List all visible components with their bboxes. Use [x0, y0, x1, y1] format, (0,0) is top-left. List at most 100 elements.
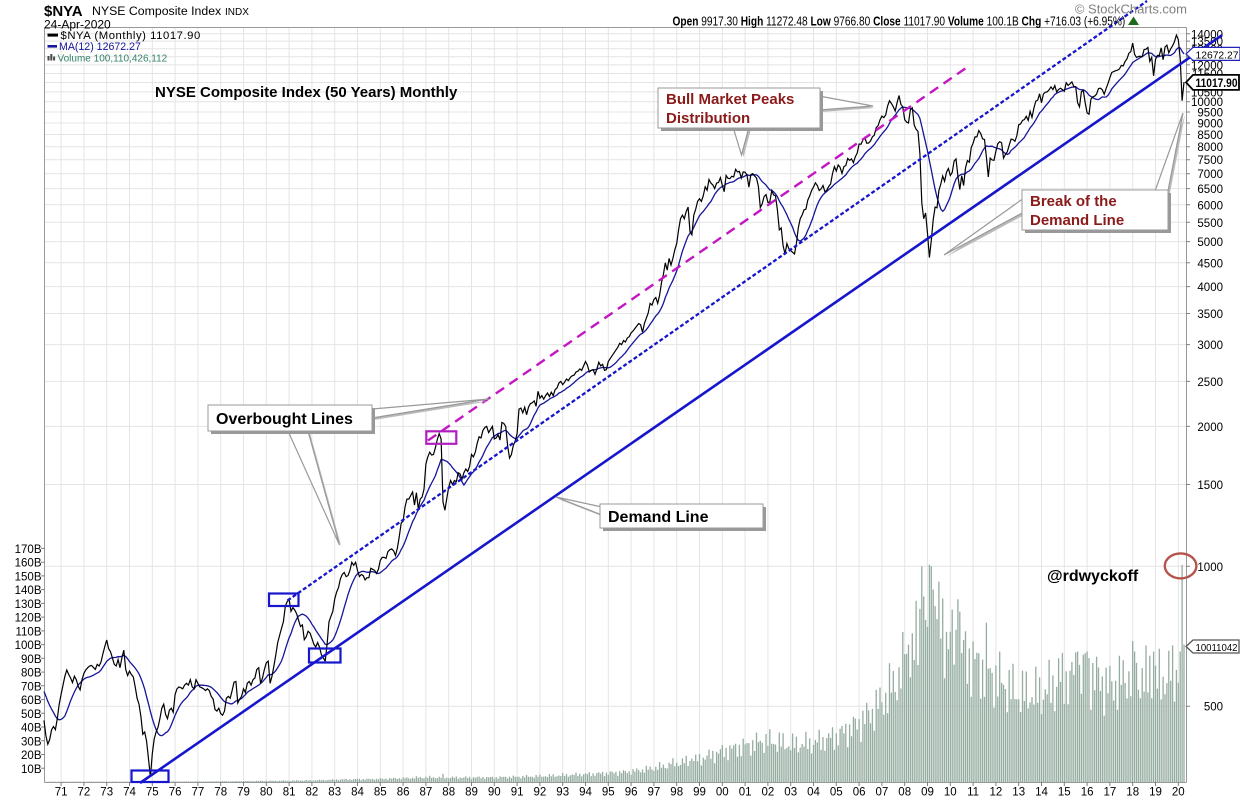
svg-text:60B: 60B [21, 695, 42, 707]
svg-text:Demand Line: Demand Line [608, 509, 709, 526]
svg-text:4000: 4000 [1197, 282, 1223, 294]
svg-text:5000: 5000 [1197, 237, 1223, 249]
svg-text:100B: 100B [15, 640, 42, 652]
svg-text:Demand Line: Demand Line [1030, 212, 1124, 229]
svg-text:1000: 1000 [1197, 562, 1223, 574]
svg-text:95: 95 [602, 787, 615, 799]
svg-text:11017.90: 11017.90 [1196, 78, 1238, 90]
svg-text:8500: 8500 [1197, 130, 1223, 142]
svg-text:10B: 10B [21, 764, 42, 776]
svg-text:40B: 40B [21, 723, 42, 735]
svg-text:13: 13 [1012, 787, 1025, 799]
svg-text:12672.27: 12672.27 [1196, 49, 1239, 61]
svg-text:00: 00 [716, 787, 729, 799]
svg-text:12000: 12000 [1191, 60, 1223, 72]
svg-text:Distribution: Distribution [666, 110, 750, 127]
svg-text:20B: 20B [21, 750, 42, 762]
svg-text:73: 73 [100, 787, 113, 799]
svg-text:MA(12) 12672.27: MA(12) 12672.27 [59, 41, 141, 53]
svg-text:11: 11 [967, 787, 979, 799]
svg-text:97: 97 [648, 787, 661, 799]
svg-text:Volume 100,110,426,112: Volume 100,110,426,112 [58, 54, 168, 65]
svg-text:30B: 30B [21, 736, 42, 748]
svg-text:9500: 9500 [1197, 108, 1223, 120]
svg-text:14000: 14000 [1191, 29, 1223, 41]
svg-text:7000: 7000 [1197, 169, 1223, 181]
svg-text:20: 20 [1172, 787, 1185, 799]
svg-text:98: 98 [670, 787, 683, 799]
svg-text:72: 72 [78, 787, 91, 799]
svg-text:78: 78 [214, 787, 227, 799]
svg-text:10011042: 10011042 [1196, 642, 1238, 654]
svg-text:70B: 70B [21, 681, 42, 693]
svg-text:90: 90 [488, 787, 501, 799]
svg-text:85: 85 [374, 787, 387, 799]
svg-text:50B: 50B [21, 709, 42, 721]
svg-text:$NYA: $NYA [44, 3, 83, 20]
svg-text:09: 09 [921, 787, 934, 799]
svg-text:© StockCharts.com: © StockCharts.com [1075, 2, 1187, 17]
svg-text:14: 14 [1035, 787, 1048, 799]
svg-text:1500: 1500 [1197, 480, 1223, 492]
svg-text:82: 82 [306, 787, 319, 799]
svg-text:Overbought Lines: Overbought Lines [216, 411, 353, 428]
svg-text:80: 80 [260, 787, 273, 799]
svg-text:93: 93 [556, 787, 569, 799]
svg-text:92: 92 [534, 787, 547, 799]
svg-text:91: 91 [511, 787, 524, 799]
svg-text:81: 81 [283, 787, 296, 799]
svg-text:3000: 3000 [1197, 340, 1223, 352]
svg-text:INDX: INDX [225, 7, 249, 18]
svg-text:140B: 140B [15, 585, 42, 597]
svg-text:6500: 6500 [1197, 184, 1223, 196]
svg-text:83: 83 [328, 787, 341, 799]
svg-text:75: 75 [146, 787, 159, 799]
svg-text:80B: 80B [21, 668, 42, 680]
svg-text:88: 88 [442, 787, 455, 799]
svg-text:84: 84 [351, 787, 364, 799]
svg-text:15: 15 [1058, 787, 1071, 799]
svg-text:02: 02 [762, 787, 775, 799]
svg-text:2500: 2500 [1197, 377, 1223, 389]
svg-text:90B: 90B [21, 654, 42, 666]
svg-text:06: 06 [853, 787, 866, 799]
svg-text:17: 17 [1104, 787, 1117, 799]
svg-text:79: 79 [237, 787, 250, 799]
svg-text:94: 94 [579, 787, 592, 799]
svg-text:18: 18 [1126, 787, 1139, 799]
svg-text:Open 9917.30 High 11272.48 Low: Open 9917.30 High 11272.48 Low 9766.80 C… [673, 14, 1126, 28]
svg-text:130B: 130B [15, 599, 42, 611]
svg-text:07: 07 [876, 787, 889, 799]
svg-text:10: 10 [944, 787, 957, 799]
svg-text:04: 04 [807, 787, 820, 799]
svg-text:4500: 4500 [1197, 258, 1223, 270]
svg-text:120B: 120B [15, 613, 42, 625]
svg-text:12: 12 [990, 787, 1003, 799]
svg-text:9000: 9000 [1197, 119, 1223, 131]
svg-text:2000: 2000 [1197, 422, 1223, 434]
svg-text:NYSE Composite Index: NYSE Composite Index [92, 4, 222, 18]
svg-text:24-Apr-2020: 24-Apr-2020 [44, 18, 111, 32]
svg-text:$NYA (Monthly) 11017.90: $NYA (Monthly) 11017.90 [61, 30, 201, 42]
svg-text:86: 86 [397, 787, 410, 799]
svg-text:96: 96 [625, 787, 638, 799]
svg-text:71: 71 [55, 787, 68, 799]
svg-text:77: 77 [192, 787, 205, 799]
svg-text:87: 87 [420, 787, 433, 799]
svg-text:76: 76 [169, 787, 182, 799]
svg-text:05: 05 [830, 787, 843, 799]
svg-text:Bull Market Peaks: Bull Market Peaks [666, 91, 794, 108]
svg-text:99: 99 [693, 787, 706, 799]
svg-text:5500: 5500 [1197, 218, 1223, 230]
svg-text:160B: 160B [15, 558, 42, 570]
svg-text:10000: 10000 [1191, 97, 1223, 109]
svg-text:74: 74 [123, 787, 136, 799]
svg-text:16: 16 [1081, 787, 1094, 799]
svg-text:150B: 150B [15, 571, 42, 583]
svg-text:500: 500 [1204, 702, 1223, 714]
svg-text:6000: 6000 [1197, 200, 1223, 212]
svg-text:7500: 7500 [1197, 155, 1223, 167]
svg-text:@rdwyckoff: @rdwyckoff [1047, 568, 1139, 585]
svg-text:89: 89 [465, 787, 478, 799]
svg-text:110B: 110B [15, 626, 41, 638]
